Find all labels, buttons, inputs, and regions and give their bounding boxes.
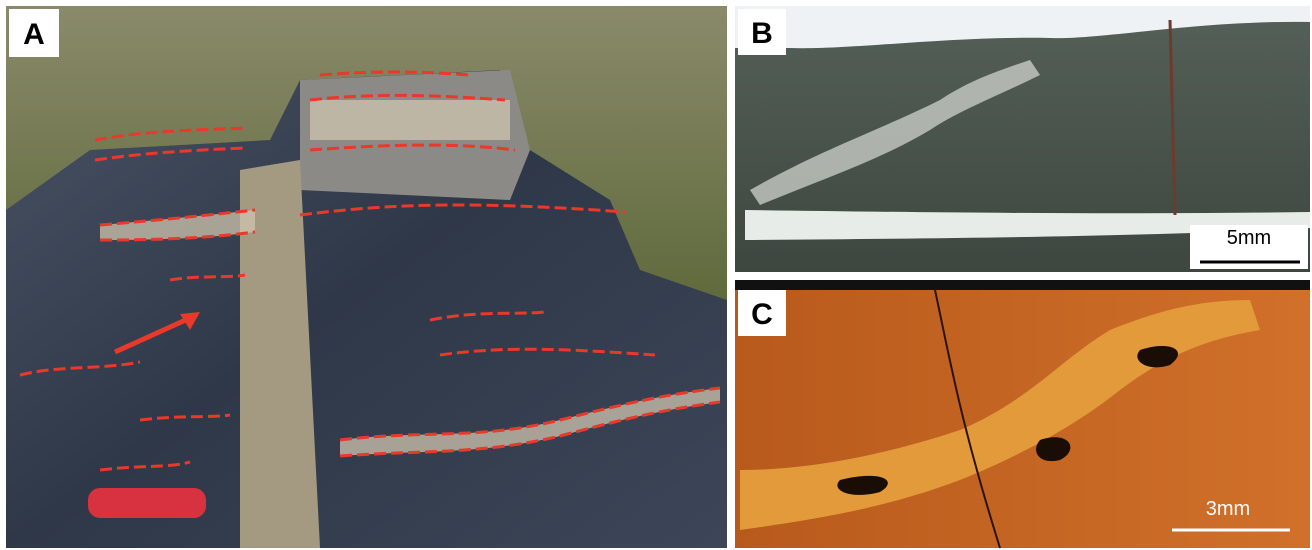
panel-b: B 5mm (735, 6, 1310, 272)
core-edge (735, 280, 1310, 290)
panel-label: B (751, 17, 773, 50)
panel-label: A (23, 18, 45, 51)
scale-label: 3mm (1206, 498, 1250, 520)
knife (88, 488, 206, 518)
panel-a: A (6, 6, 727, 548)
vein (310, 100, 510, 140)
figure: A B 5mm C 3mm (0, 0, 1312, 550)
scale-label: 5mm (1227, 227, 1271, 249)
page: A B 5mm C 3mm (() => { const data = JSON… (0, 0, 1312, 550)
panel-c: C 3mm (735, 280, 1310, 548)
panel-label: C (751, 298, 773, 331)
